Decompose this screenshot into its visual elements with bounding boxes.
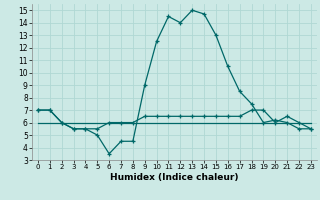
X-axis label: Humidex (Indice chaleur): Humidex (Indice chaleur) — [110, 173, 239, 182]
